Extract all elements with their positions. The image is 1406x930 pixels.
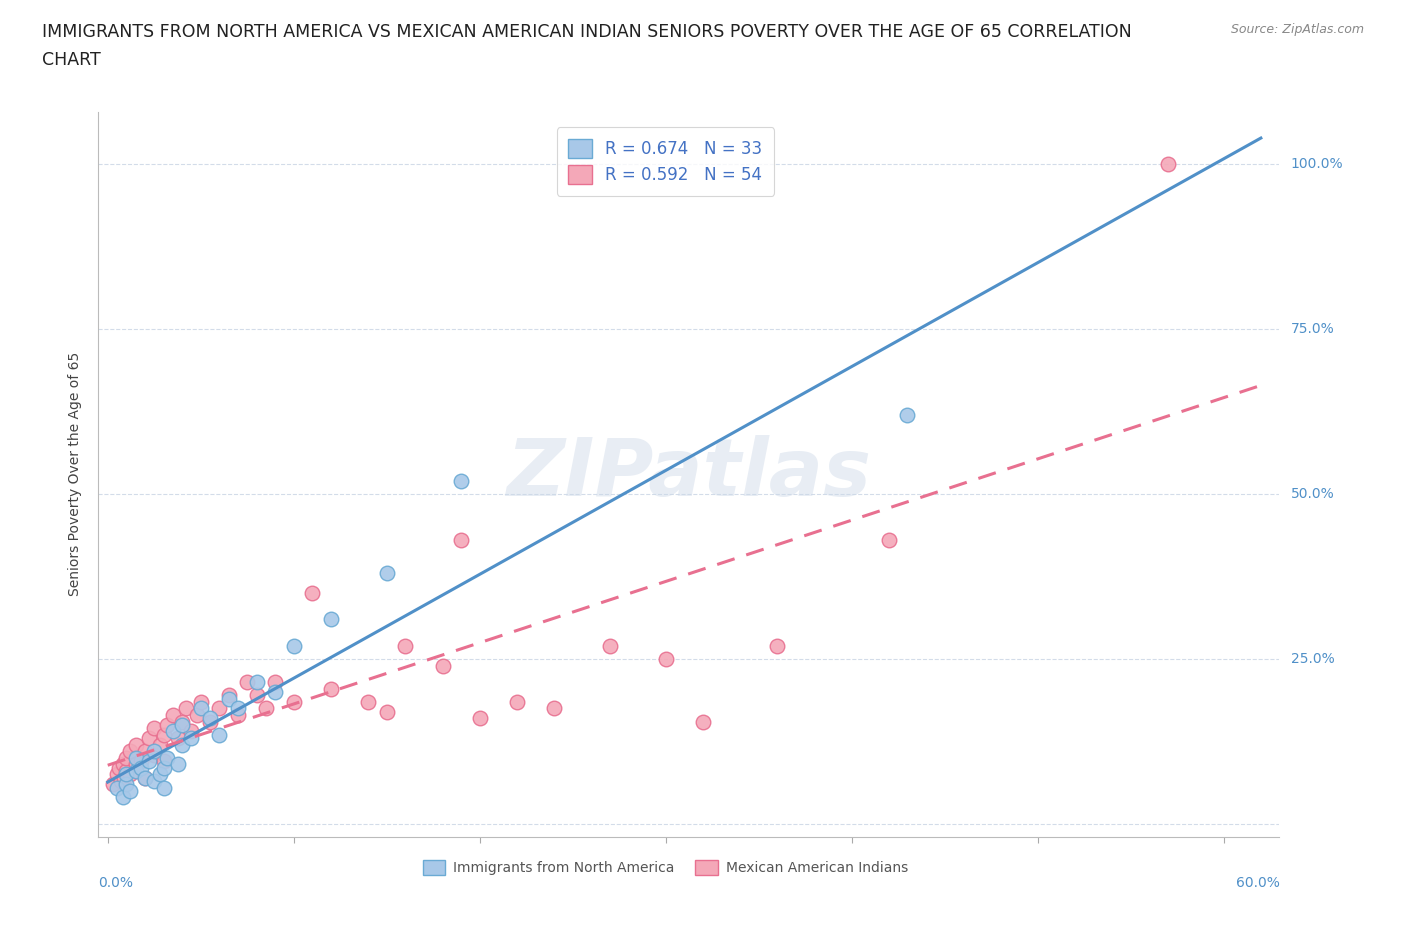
Point <box>143 744 166 759</box>
Point <box>129 761 152 776</box>
Point <box>149 737 172 752</box>
Text: 60.0%: 60.0% <box>1236 876 1279 890</box>
Point <box>450 533 472 548</box>
Point <box>198 711 221 725</box>
Point <box>394 638 416 653</box>
Point <box>468 711 491 725</box>
Point <box>143 774 166 789</box>
Point <box>172 737 194 752</box>
Point <box>115 767 138 782</box>
Point <box>138 731 160 746</box>
Point <box>766 638 789 653</box>
Point <box>124 757 146 772</box>
Point <box>432 658 454 673</box>
Point <box>149 767 172 782</box>
Point <box>143 747 166 762</box>
Point <box>543 701 565 716</box>
Point <box>103 777 125 791</box>
Point <box>167 731 190 746</box>
Point <box>167 757 190 772</box>
Point <box>115 764 138 778</box>
Text: Source: ZipAtlas.com: Source: ZipAtlas.com <box>1230 23 1364 36</box>
Point <box>118 767 141 782</box>
Point <box>375 565 398 580</box>
Point <box>283 638 305 653</box>
Point <box>180 731 202 746</box>
Point <box>138 753 160 768</box>
Point <box>108 761 131 776</box>
Point <box>152 753 174 768</box>
Text: CHART: CHART <box>42 51 101 69</box>
Point <box>129 753 152 768</box>
Point <box>357 695 380 710</box>
Point <box>226 701 249 716</box>
Text: IMMIGRANTS FROM NORTH AMERICA VS MEXICAN AMERICAN INDIAN SENIORS POVERTY OVER TH: IMMIGRANTS FROM NORTH AMERICA VS MEXICAN… <box>42 23 1132 41</box>
Point <box>115 777 138 791</box>
Point <box>599 638 621 653</box>
Y-axis label: Seniors Poverty Over the Age of 65: Seniors Poverty Over the Age of 65 <box>69 352 83 596</box>
Point <box>174 701 197 716</box>
Text: 50.0%: 50.0% <box>1291 487 1334 501</box>
Point <box>692 714 714 729</box>
Point <box>506 695 529 710</box>
Point <box>118 744 141 759</box>
Point <box>375 704 398 719</box>
Point <box>450 473 472 488</box>
Point <box>208 727 231 742</box>
Point <box>143 721 166 736</box>
Point <box>218 691 240 706</box>
Point <box>896 407 918 422</box>
Point <box>105 767 128 782</box>
Point <box>319 681 342 696</box>
Point <box>105 780 128 795</box>
Point <box>134 744 156 759</box>
Point <box>186 708 208 723</box>
Text: 25.0%: 25.0% <box>1291 652 1334 666</box>
Point <box>319 612 342 627</box>
Text: 100.0%: 100.0% <box>1291 157 1343 171</box>
Point <box>172 714 194 729</box>
Point <box>283 695 305 710</box>
Point <box>114 770 136 785</box>
Point <box>172 717 194 732</box>
Point <box>190 695 212 710</box>
Point <box>152 761 174 776</box>
Point <box>198 714 221 729</box>
Point <box>245 674 267 689</box>
Point <box>1157 157 1180 172</box>
Point <box>111 757 134 772</box>
Point <box>236 674 259 689</box>
Point <box>190 701 212 716</box>
Point <box>254 701 277 716</box>
Point <box>162 724 184 739</box>
Text: ZIPatlas: ZIPatlas <box>506 435 872 513</box>
Point <box>245 688 267 703</box>
Legend: Immigrants from North America, Mexican American Indians: Immigrants from North America, Mexican A… <box>418 855 914 881</box>
Point <box>301 586 323 601</box>
Point <box>162 708 184 723</box>
Point <box>124 764 146 778</box>
Point <box>124 737 146 752</box>
Point <box>118 783 141 798</box>
Point <box>115 751 138 765</box>
Point <box>208 701 231 716</box>
Point <box>264 684 287 699</box>
Point <box>264 674 287 689</box>
Point <box>156 751 179 765</box>
Point <box>226 708 249 723</box>
Point <box>111 790 134 804</box>
Point <box>110 774 132 789</box>
Point <box>654 652 676 667</box>
Point <box>124 751 146 765</box>
Text: 0.0%: 0.0% <box>98 876 134 890</box>
Point <box>152 780 174 795</box>
Point <box>134 770 156 785</box>
Text: 75.0%: 75.0% <box>1291 322 1334 337</box>
Point <box>180 724 202 739</box>
Point <box>152 727 174 742</box>
Point <box>156 717 179 732</box>
Point <box>877 533 900 548</box>
Point <box>134 770 156 785</box>
Point <box>218 688 240 703</box>
